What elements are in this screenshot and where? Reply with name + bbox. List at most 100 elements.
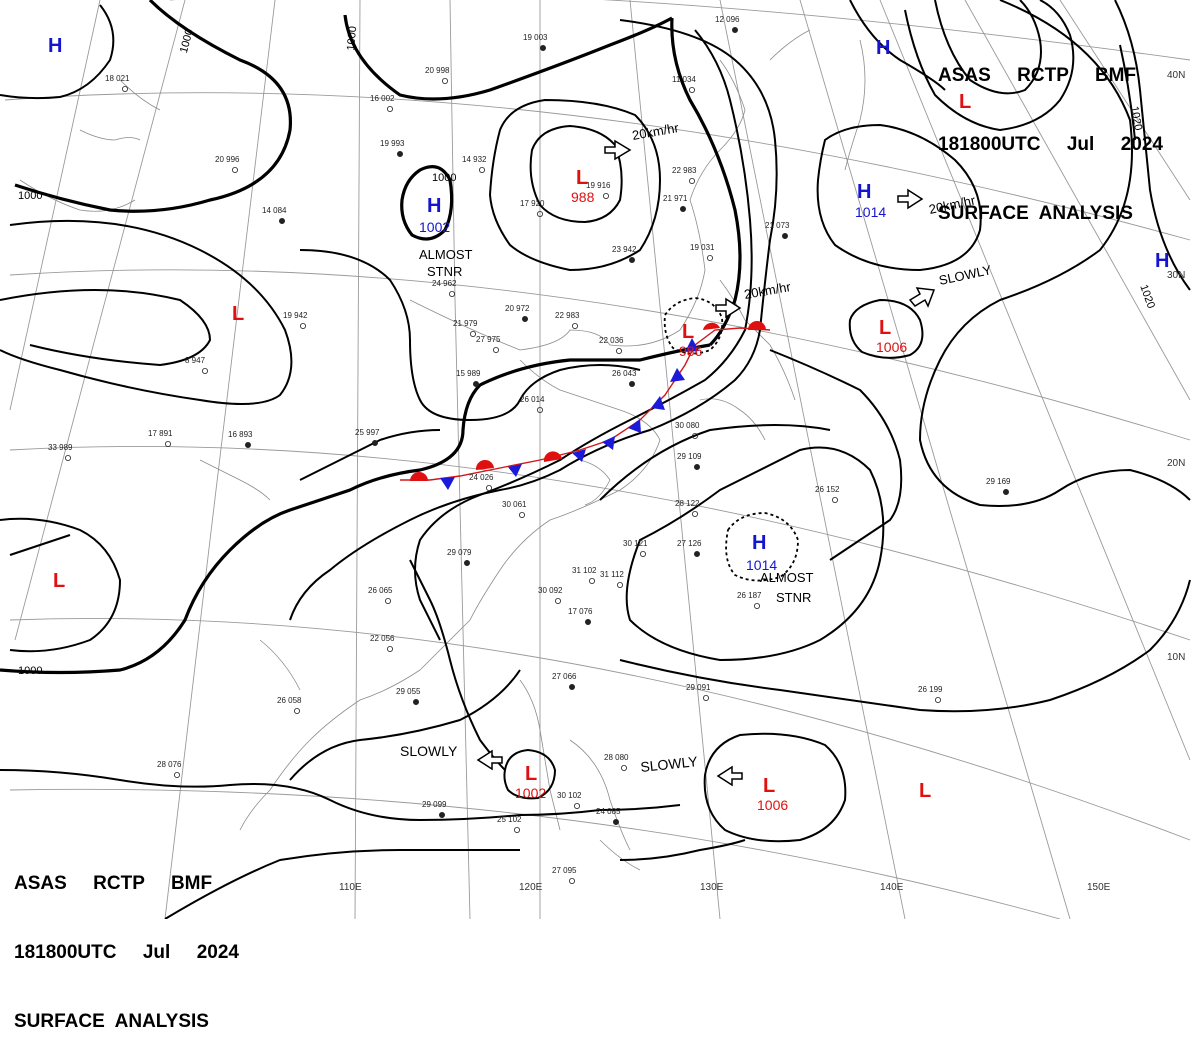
station-circle	[448, 290, 455, 297]
station-circle	[613, 819, 620, 826]
low-symbol: L	[525, 763, 537, 785]
station-circle	[629, 256, 636, 263]
station-report: 25 102	[497, 815, 522, 824]
front-cold-spike	[602, 436, 615, 450]
station-report: 22 036	[599, 336, 624, 345]
station-circle	[589, 578, 596, 585]
front-cold-spike	[685, 338, 699, 352]
station-circle	[732, 26, 739, 33]
front-warm-bump	[543, 451, 562, 462]
station-report: 21 979	[453, 319, 478, 328]
station-report: 15 989	[456, 369, 481, 378]
header-line-2: 181800UTC Jul 2024	[938, 134, 1163, 155]
station-circle	[629, 380, 636, 387]
station-report: 19 942	[283, 311, 308, 320]
high-symbol: H	[752, 532, 766, 554]
station-circle	[694, 463, 701, 470]
station-report: 14 084	[262, 206, 287, 215]
station-circle	[396, 150, 403, 157]
motion-arrows	[476, 139, 936, 787]
station-report: 30 061	[502, 500, 527, 509]
station-circle	[514, 827, 521, 834]
station-circle	[585, 619, 592, 626]
arrow-right-icon	[604, 139, 632, 161]
station-circle	[386, 646, 393, 653]
station-report: 22 056	[370, 634, 395, 643]
station-report: 25 997	[355, 428, 380, 437]
station-circle	[707, 254, 714, 261]
weather-map: 1000 1000 1000 1000 1000 1020 1020 110E …	[0, 0, 1191, 919]
front-cold-spike	[572, 449, 586, 462]
high-symbol: H	[48, 35, 62, 57]
station-circle	[478, 166, 485, 173]
station-circle	[540, 45, 547, 52]
isobar-labels: 1000 1000 1000 1000 1000 1020 1020	[18, 26, 1157, 677]
isobar-label: 1000	[345, 26, 359, 51]
front-cold-spike	[670, 368, 685, 382]
station-circle	[782, 232, 789, 239]
station-report: 26 058	[277, 696, 302, 705]
station-circle	[617, 582, 624, 589]
motion-label: SLOWLY	[640, 753, 699, 775]
station-report: 24 962	[432, 279, 457, 288]
arrow-right-icon	[715, 297, 742, 319]
station-report: 26 187	[737, 591, 762, 600]
station-report: 17 076	[568, 607, 593, 616]
station-report: 30 121	[623, 539, 648, 548]
station-report: 28 122	[675, 499, 700, 508]
lon-label: 110E	[339, 882, 362, 893]
station-circle	[692, 432, 699, 439]
status-almost: ALMOST	[419, 247, 473, 262]
high-symbol: H	[427, 195, 441, 217]
station-circle	[1003, 488, 1010, 495]
high-symbol: H	[857, 181, 871, 203]
header-line-1: ASAS RCTP BMF	[938, 65, 1137, 86]
isobars	[0, 0, 1191, 919]
station-circle	[694, 551, 701, 558]
arrow-left-icon	[716, 765, 743, 787]
low-pressure-value: 1002	[515, 785, 546, 801]
station-report: 26 043	[612, 369, 637, 378]
station-circle	[201, 367, 208, 374]
station-circle	[621, 765, 628, 772]
station-report: 17 920	[520, 199, 545, 208]
station-report: 26 065	[368, 586, 393, 595]
station-report: 22 983	[672, 166, 697, 175]
front-warm-bump	[748, 321, 766, 330]
low-pressure-value: 988	[571, 189, 595, 205]
low-pressure-value: 1006	[876, 339, 907, 355]
station-circle	[371, 439, 378, 446]
station-report: 21 971	[663, 194, 688, 203]
low-symbol: L	[576, 167, 588, 189]
station-circle	[386, 106, 393, 113]
station-report: 26 152	[815, 485, 840, 494]
front-warm-bump	[475, 459, 494, 470]
low-pressure-centers: L 988 L 986 L 1006 L 1002 L 1006 L L L L	[53, 91, 971, 813]
lat-label: 20N	[1167, 458, 1185, 469]
station-circle	[164, 440, 171, 447]
high-pressure-centers: H H 1002 H 1014 H 1014 H H	[48, 35, 1169, 573]
station-report: 20 996	[215, 155, 240, 164]
arrow-left-icon	[476, 749, 503, 771]
station-circle	[689, 87, 696, 94]
front-cold-spike	[651, 396, 665, 410]
station-report: 27 975	[476, 335, 501, 344]
station-circle	[299, 322, 306, 329]
station-circle	[231, 166, 238, 173]
station-report: 8 947	[185, 356, 206, 365]
station-report: 29 079	[447, 548, 472, 557]
station-report: 33 989	[48, 443, 73, 452]
station-report: 20 972	[505, 304, 530, 313]
station-report: 19 993	[380, 139, 405, 148]
lon-label: 130E	[700, 882, 724, 893]
station-report: 19 916	[586, 181, 611, 190]
station-circle	[522, 315, 529, 322]
station-circle	[463, 560, 470, 567]
arrow-right-icon	[897, 188, 924, 210]
station-report: 27 095	[552, 866, 577, 875]
front-warm-bump	[703, 322, 720, 330]
station-circle	[438, 812, 445, 819]
station-circle	[384, 598, 391, 605]
station-circle	[244, 441, 251, 448]
lon-label: 150E	[1087, 882, 1111, 893]
